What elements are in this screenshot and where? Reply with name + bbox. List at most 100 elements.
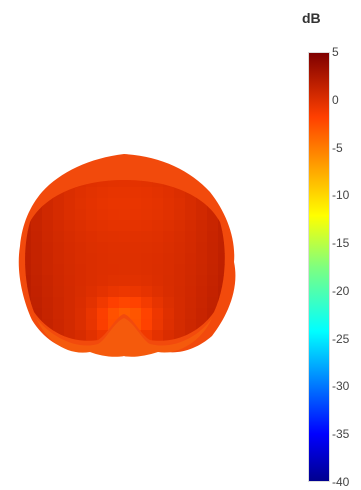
surface-cell [130, 264, 142, 276]
surface-cell [130, 286, 142, 298]
surface-cell [86, 253, 98, 265]
surface-cell [119, 220, 131, 232]
surface-cell [108, 220, 120, 232]
surface-cell [53, 209, 65, 221]
surface-cell [64, 198, 76, 210]
surface-cell [97, 297, 109, 309]
colorbar-tick-label: -15 [332, 236, 350, 251]
surface-cell [64, 275, 76, 287]
surface-cell [152, 180, 164, 188]
surface-cell [174, 198, 186, 210]
surface-cell [64, 286, 76, 298]
surface-cell [53, 286, 65, 298]
surface-cell [119, 286, 131, 298]
surface-cell [130, 308, 142, 320]
surface-cell [97, 220, 109, 232]
colorbar-ticks: 5 0 -5 -10 -15 -20 -25 -30 -35 -40 [308, 46, 361, 488]
surface-cell [64, 264, 76, 276]
surface-cell [97, 253, 109, 265]
surface-cell [229, 198, 241, 210]
surface-cell [174, 297, 186, 309]
surface-cell [75, 242, 87, 254]
colorbar-tick-label: 0 [332, 92, 339, 107]
colorbar-tick-label: -5 [332, 140, 343, 155]
surface-cell [64, 209, 76, 221]
surface-cell [108, 308, 120, 320]
surface-cell [75, 330, 87, 341]
surface-cell [119, 231, 131, 243]
surface-cell [97, 231, 109, 243]
surface-cell [25, 253, 32, 265]
surface-cell [119, 198, 131, 210]
surface-cell [152, 253, 164, 265]
surface-cell [97, 319, 109, 331]
surface-cell [185, 308, 197, 320]
surface-cell [25, 242, 32, 254]
surface-cell [108, 180, 120, 188]
surface-cell [75, 220, 87, 232]
surface-cell [196, 275, 208, 287]
surface-cell [152, 330, 164, 341]
surface-cell [174, 253, 186, 265]
surface-cell [86, 187, 98, 199]
surface-cell [185, 286, 197, 298]
surface-cell [163, 308, 175, 320]
surface-cell [185, 242, 197, 254]
surface-cell [207, 180, 219, 188]
surface-cell [163, 209, 175, 221]
surface-cell [42, 209, 54, 221]
surface-cell [141, 264, 153, 276]
surface-cell [42, 341, 54, 353]
surface-cell [86, 198, 98, 210]
surface-cell [53, 198, 65, 210]
surface-cell [97, 209, 109, 221]
surface-cell [25, 180, 32, 188]
surface-cell [163, 330, 175, 341]
surface-cell [174, 187, 186, 199]
surface-cell [108, 198, 120, 210]
surface-cell [185, 209, 197, 221]
surface-cell [141, 187, 153, 199]
surface-cell [163, 286, 175, 298]
surface-cell [152, 231, 164, 243]
surface-cell [86, 264, 98, 276]
surface-cell [31, 253, 43, 265]
surface-cell [141, 220, 153, 232]
surface-cell [97, 242, 109, 254]
surface-cell [229, 319, 241, 331]
surface-cell [75, 231, 87, 243]
surface-cell [218, 341, 230, 353]
surface-cell [42, 275, 54, 287]
surface-cell [25, 264, 32, 276]
surface-cell [152, 242, 164, 254]
surface-cell [218, 264, 225, 276]
surface-cell [163, 242, 175, 254]
colorbar-tick-label: 5 [332, 45, 339, 59]
surface-cell [130, 242, 142, 254]
surface-cell [86, 180, 98, 188]
surface-cell [42, 253, 54, 265]
surface-cell [207, 275, 219, 287]
surface-cell [152, 286, 164, 298]
surface-cell [163, 220, 175, 232]
surface-cell [53, 231, 65, 243]
radiation-pattern-plot[interactable] [0, 0, 290, 490]
surface-cell [218, 330, 225, 341]
surface-cell [163, 253, 175, 265]
surface-cell [130, 180, 142, 188]
surface-cell [141, 231, 153, 243]
surface-cell [141, 330, 153, 341]
surface-cell [25, 330, 32, 341]
surface-cell [119, 264, 131, 276]
surface-cell [229, 341, 241, 353]
surface-cell [75, 264, 87, 276]
surface-cell [185, 253, 197, 265]
surface-cell [31, 308, 43, 320]
surface-cell [141, 286, 153, 298]
surface-cell [174, 286, 186, 298]
surface-cell [174, 264, 186, 276]
surface-cell [218, 242, 225, 254]
surface-cell [119, 187, 131, 199]
surface-cell [75, 275, 87, 287]
surface-cell [53, 319, 65, 331]
